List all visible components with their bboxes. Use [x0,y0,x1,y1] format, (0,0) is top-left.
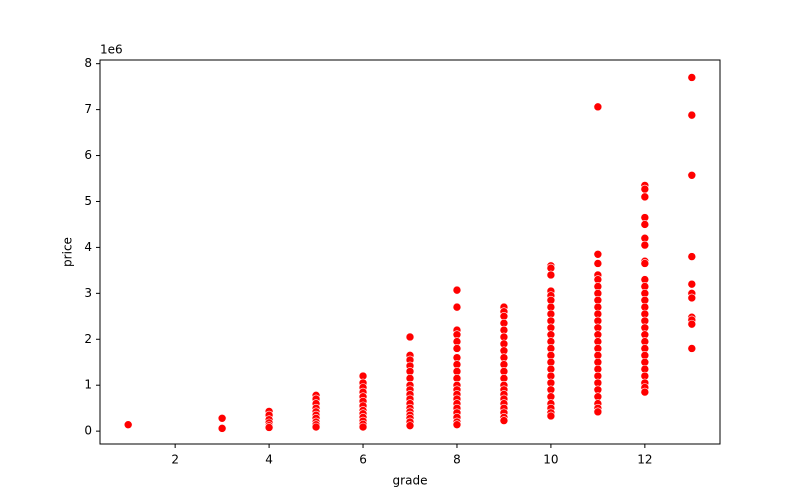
point [264,423,274,432]
point [687,344,697,353]
point [452,344,462,353]
y-tick-label: 5 [84,194,92,208]
y-tick-label: 0 [84,424,92,438]
point [687,293,697,303]
point [640,387,650,397]
y-tick-label: 8 [84,56,92,70]
x-tick-label: 8 [453,453,461,467]
point [358,422,368,432]
x-tick-label: 2 [171,453,179,467]
point [311,422,321,432]
x-tick-label: 6 [359,453,367,467]
point [687,170,697,180]
point [546,411,556,421]
point [687,110,697,120]
point [640,192,650,202]
point [405,421,415,430]
point [640,184,650,194]
y-tick-label: 1 [84,378,92,392]
y-tick-label: 2 [84,332,92,346]
point [593,259,603,268]
point [405,332,415,342]
y-offset-label: 1e6 [100,43,123,57]
x-tick-label: 4 [265,453,273,467]
x-tick-label: 12 [637,453,652,467]
point [546,270,556,280]
point [687,252,697,261]
point [217,413,227,423]
point [687,319,697,329]
point [499,416,509,425]
point [452,302,462,312]
point [687,73,697,82]
y-tick-label: 6 [84,148,92,162]
point [687,279,697,289]
y-tick-label: 7 [84,102,92,116]
y-axis-label: price [61,237,75,267]
point [640,240,650,250]
point [640,259,650,268]
point [593,407,603,417]
point [593,102,603,112]
plot-frame [99,59,721,445]
point [593,249,603,259]
y-tick-label: 4 [84,240,92,254]
point [452,285,462,295]
point [217,424,227,433]
x-tick-label: 10 [543,453,558,467]
y-tick-label: 3 [84,286,92,300]
point [452,420,462,430]
point [640,220,650,229]
point [123,420,133,430]
x-axis-label: grade [393,474,428,488]
